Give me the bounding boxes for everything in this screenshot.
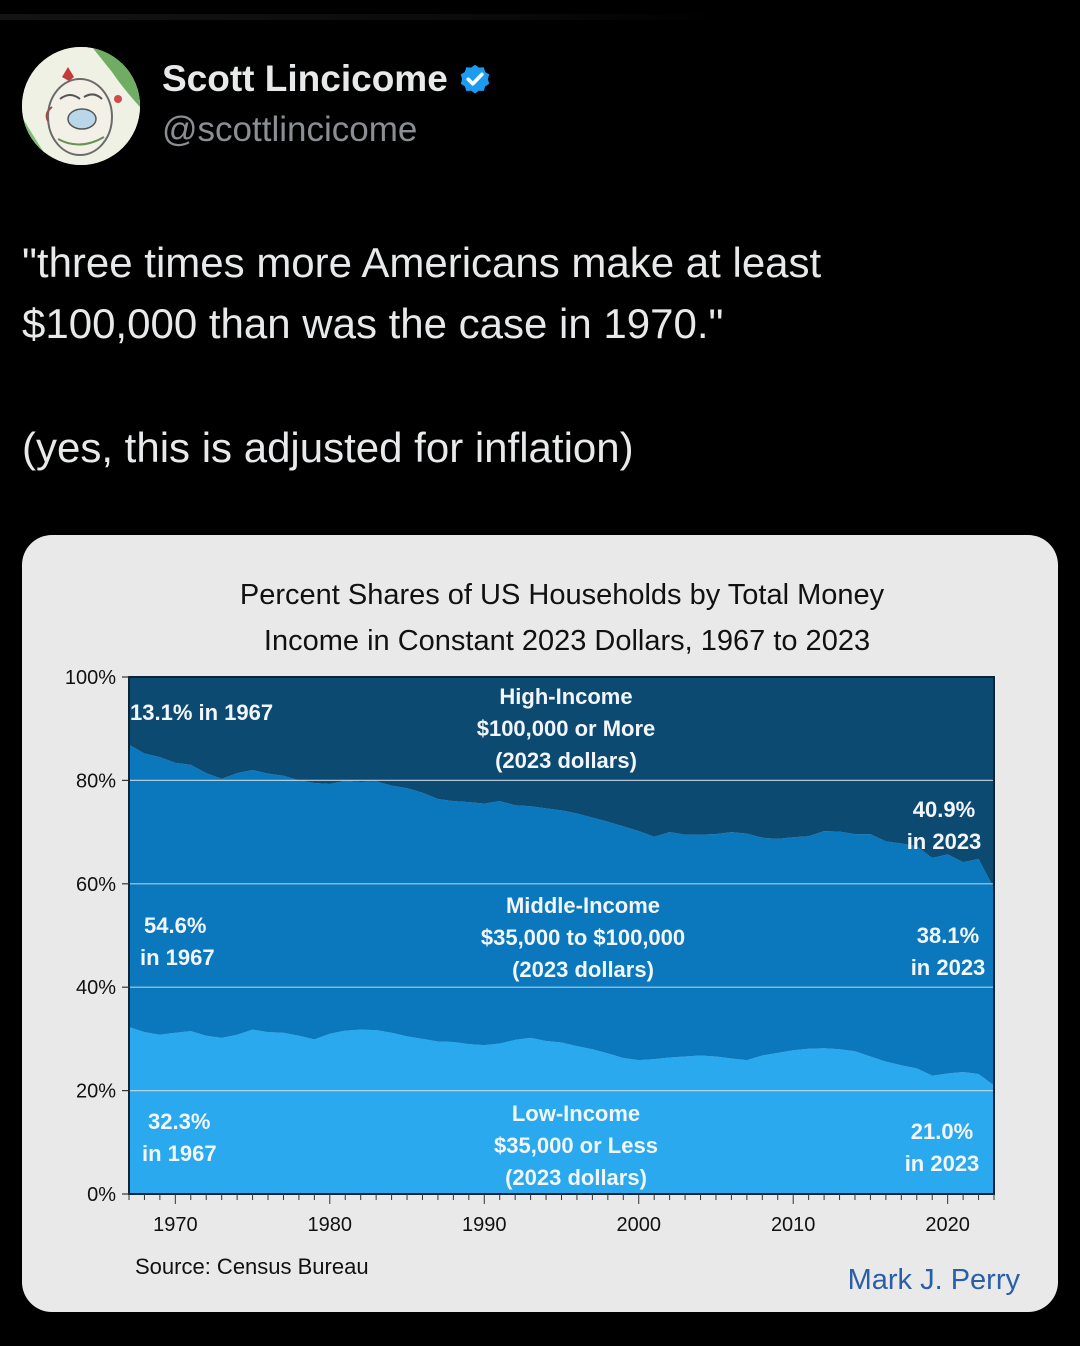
y-tick-label: 20% bbox=[76, 1081, 116, 1103]
verified-badge-icon bbox=[460, 64, 490, 94]
high-2023-year: in 2023 bbox=[907, 829, 982, 854]
chart-source: Source: Census Bureau bbox=[135, 1254, 369, 1279]
x-tick-label: 1980 bbox=[308, 1214, 353, 1236]
middle-1967-value: 54.6% bbox=[144, 913, 206, 938]
avatar-drawing-icon bbox=[22, 47, 140, 165]
y-tick-label: 60% bbox=[76, 874, 116, 896]
low-1967-year: in 1967 bbox=[142, 1141, 217, 1166]
low-1967-value: 32.3% bbox=[148, 1109, 210, 1134]
low-2023-value: 21.0% bbox=[911, 1119, 973, 1144]
x-tick-label: 1990 bbox=[462, 1214, 507, 1236]
x-tick-label: 2000 bbox=[616, 1214, 661, 1236]
high-income-units: (2023 dollars) bbox=[495, 748, 637, 773]
stacked-area-chart: Percent Shares of US Households by Total… bbox=[65, 579, 1021, 1296]
middle-1967-year: in 1967 bbox=[140, 945, 215, 970]
high-income-label: High-Income bbox=[499, 684, 632, 709]
y-tick-label: 40% bbox=[76, 977, 116, 999]
tweet-text-line: "three times more Americans make at leas… bbox=[22, 239, 822, 286]
avatar[interactable] bbox=[22, 47, 140, 165]
area-middle-income bbox=[129, 744, 994, 1086]
chart-title-line1: Percent Shares of US Households by Total… bbox=[240, 579, 885, 611]
chart-author: Mark J. Perry bbox=[848, 1264, 1021, 1296]
y-tick-label: 100% bbox=[65, 667, 116, 689]
tweet-text: "three times more Americans make at leas… bbox=[22, 232, 1052, 478]
top-divider bbox=[0, 14, 720, 20]
middle-income-units: (2023 dollars) bbox=[512, 957, 654, 982]
tweet-text-line: (yes, this is adjusted for inflation) bbox=[22, 424, 634, 471]
middle-2023-year: in 2023 bbox=[911, 955, 986, 980]
x-tick-label: 2020 bbox=[925, 1214, 970, 1236]
tweet-text-line: $100,000 than was the case in 1970." bbox=[22, 300, 724, 347]
area-low-income bbox=[129, 1027, 994, 1194]
x-tick-label: 2010 bbox=[771, 1214, 816, 1236]
chart-title-line2: Income in Constant 2023 Dollars, 1967 to… bbox=[264, 625, 870, 657]
high-1967-annotation: 13.1% in 1967 bbox=[130, 700, 273, 725]
author-name[interactable]: Scott Lincicome bbox=[162, 58, 448, 99]
author-row: Scott Lincicome bbox=[162, 58, 493, 100]
low-income-range: $35,000 or Less bbox=[494, 1133, 658, 1158]
high-income-range: $100,000 or More bbox=[477, 716, 656, 741]
middle-income-range: $35,000 to $100,000 bbox=[481, 925, 685, 950]
high-2023-value: 40.9% bbox=[913, 797, 975, 822]
author-handle[interactable]: @scottlincicome bbox=[162, 110, 418, 149]
middle-income-label: Middle-Income bbox=[506, 893, 660, 918]
low-income-label: Low-Income bbox=[512, 1101, 640, 1126]
x-tick-label: 1970 bbox=[153, 1214, 198, 1236]
y-tick-label: 80% bbox=[76, 770, 116, 792]
y-tick-label: 0% bbox=[87, 1184, 116, 1206]
middle-2023-value: 38.1% bbox=[917, 923, 979, 948]
low-income-units: (2023 dollars) bbox=[505, 1165, 647, 1190]
low-2023-year: in 2023 bbox=[905, 1151, 980, 1176]
area-high-income bbox=[129, 677, 994, 889]
chart-image-card[interactable]: Percent Shares of US Households by Total… bbox=[22, 535, 1058, 1312]
